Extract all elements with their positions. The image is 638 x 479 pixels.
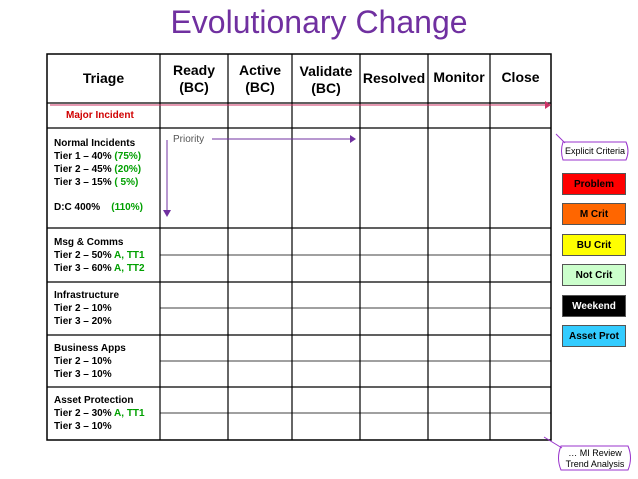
mi-review-callout (543, 436, 631, 471)
header-ready-line2: (BC) (179, 79, 209, 95)
msg-tier2-text: Tier 2 – 50% (54, 250, 115, 261)
normal-tier3-target: ( 5%) (114, 177, 139, 188)
infra-tier2: Tier 2 – 10% (54, 303, 112, 314)
msg-comms-title: Msg & Comms (54, 237, 124, 248)
demand-capacity-target: (110%) (111, 202, 143, 213)
business-apps-title: Business Apps (54, 343, 126, 354)
priority-label: Priority (173, 134, 205, 145)
business-apps-block: Business Apps Tier 2 – 10% Tier 3 – 10% (54, 342, 126, 381)
major-incident-label: Major Incident (66, 110, 134, 121)
normal-tier2: Tier 2 – 45% (20%) (54, 163, 141, 176)
msg-comms-block: Msg & Comms Tier 2 – 50% A, TT1 Tier 3 –… (54, 236, 145, 275)
normal-tier1: Tier 1 – 40% (75%) (54, 150, 141, 163)
legend-problem: Problem (562, 173, 626, 195)
infrastructure-title: Infrastructure (54, 290, 120, 301)
header-validate-line1: Validate (299, 63, 353, 79)
legend-not-crit: Not Crit (562, 264, 626, 286)
bizapps-tier3: Tier 3 – 10% (54, 369, 112, 380)
header-validate-line2: (BC) (311, 80, 341, 96)
page-title: Evolutionary Change (170, 4, 468, 40)
header-ready: Ready (BC) (160, 62, 228, 96)
legend-weekend: Weekend (562, 295, 626, 317)
normal-tier3: Tier 3 – 15% ( 5%) (54, 176, 141, 189)
mi-review-line1: … MI Review (568, 448, 622, 458)
normal-tier1-target: (75%) (114, 151, 142, 162)
msg-tier3-text: Tier 3 – 60% (54, 263, 115, 274)
normal-incidents-title: Normal Incidents (54, 138, 136, 149)
legend-m-crit: M Crit (562, 203, 626, 225)
legend-bu-crit: BU Crit (562, 234, 626, 256)
explicit-criteria-callout (555, 133, 629, 161)
normal-tier2-text: Tier 2 – 45% (54, 164, 115, 175)
mi-review-text: … MI Review Trend Analysis (558, 448, 632, 470)
demand-capacity-text: D:C 400% (54, 202, 103, 213)
priority-arrow-vertical (163, 140, 171, 217)
normal-tier2-target: (20%) (114, 164, 142, 175)
asset-protection-block: Asset Protection Tier 2 – 30% A, TT1 Tie… (54, 394, 145, 433)
normal-tier3-text: Tier 3 – 15% (54, 177, 115, 188)
header-active-line2: (BC) (245, 79, 275, 95)
board-border (46, 53, 552, 441)
column-dividers (159, 54, 491, 440)
normal-incidents-block: Normal Incidents Tier 1 – 40% (75%) Tier… (54, 137, 141, 189)
header-active-line1: Active (238, 62, 282, 78)
asset-protection-title: Asset Protection (54, 395, 134, 406)
header-triage: Triage (82, 70, 125, 86)
header-validate: Validate (BC) (292, 63, 360, 97)
normal-tier1-text: Tier 1 – 40% (54, 151, 115, 162)
mi-review-line2: Trend Analysis (565, 459, 625, 469)
explicit-criteria-text: Explicit Criteria (564, 146, 625, 156)
header-ready-line1: Ready (172, 62, 216, 78)
asset-tier2-target: A, TT1 (114, 408, 145, 419)
header-active: Active (BC) (228, 62, 292, 96)
header-resolved: Resolved (362, 70, 426, 86)
major-incident-arrow (50, 101, 551, 109)
legend-asset-prot: Asset Prot (562, 325, 626, 347)
demand-capacity: D:C 400% (110%) (54, 201, 143, 214)
asset-tier3: Tier 3 – 10% (54, 421, 112, 432)
bizapps-tier2: Tier 2 – 10% (54, 356, 112, 367)
msg-tier3-target: A, TT2 (114, 263, 145, 274)
msg-tier2-target: A, TT1 (114, 250, 145, 261)
asset-tier2-text: Tier 2 – 30% (54, 408, 115, 419)
header-close: Close (501, 69, 540, 85)
infra-tier3: Tier 3 – 20% (54, 316, 112, 327)
row-dividers (47, 102, 551, 388)
priority-arrow-horizontal (212, 135, 356, 143)
infrastructure-block: Infrastructure Tier 2 – 10% Tier 3 – 20% (54, 289, 119, 328)
sub-row-lines (160, 254, 551, 414)
msg-tier2: Tier 2 – 50% A, TT1 (54, 249, 145, 262)
header-monitor: Monitor (433, 69, 485, 85)
asset-tier2: Tier 2 – 30% A, TT1 (54, 407, 145, 420)
msg-tier3: Tier 3 – 60% A, TT2 (54, 262, 145, 275)
